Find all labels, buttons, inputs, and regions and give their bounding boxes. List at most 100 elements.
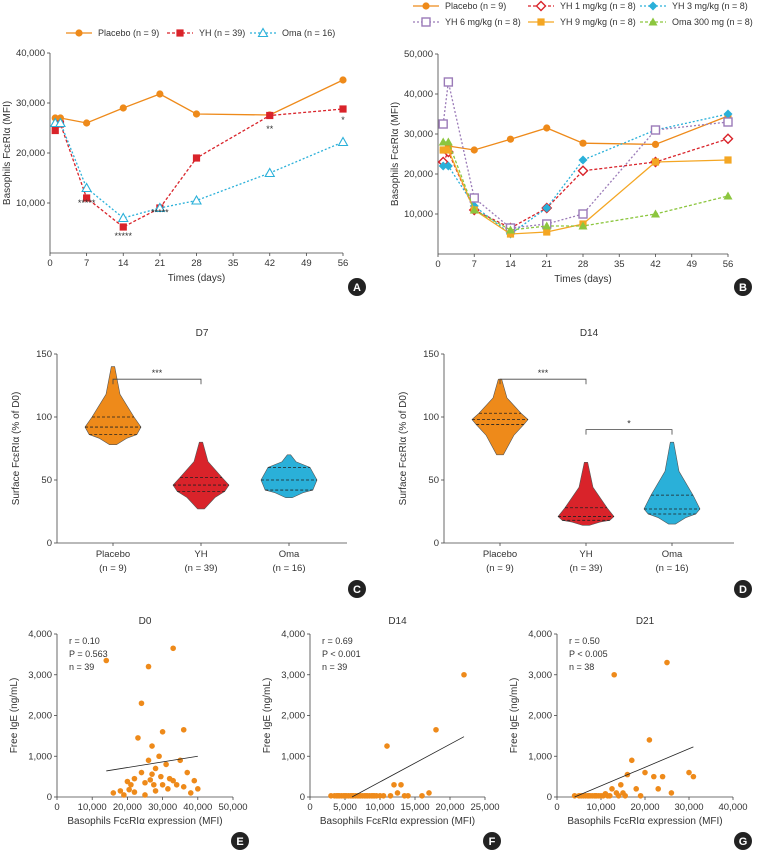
data-point (690, 773, 697, 780)
legend-label: Oma (n = 16) (282, 28, 335, 38)
violin-shape (557, 462, 615, 526)
data-point (668, 790, 675, 796)
y-tick-label: 20,000 (16, 148, 45, 159)
panel-title: D7 (196, 328, 209, 339)
x-axis-title: Basophils FcεRIα expression (MFI) (67, 816, 222, 827)
panel-badge-circle (734, 278, 752, 296)
data-point (170, 645, 176, 652)
data-point (173, 781, 180, 788)
y-axis-title: Surface FcεRIα (% of D0) (11, 392, 22, 506)
legend-marker (648, 17, 658, 26)
data-point (542, 203, 552, 213)
y-tick-label: 100 (423, 412, 439, 423)
x-axis-title: Times (days) (168, 273, 225, 284)
data-point (506, 225, 515, 234)
legend-label: Oma 300 mg (n = 8) (672, 17, 753, 27)
x-tick-label: 20,000 (435, 802, 464, 813)
legend-marker (535, 0, 547, 12)
x-axis-title: Times (days) (554, 274, 611, 285)
y-tick-label: 3,000 (28, 670, 52, 681)
legend-marker (422, 2, 430, 10)
series-line-5 (443, 141, 729, 231)
data-point (419, 792, 425, 799)
data-point (723, 117, 733, 127)
x-tick-label: 28 (578, 259, 589, 270)
data-point (469, 193, 479, 203)
y-axis-title: Surface FcεRIα (% of D0) (398, 392, 409, 506)
x-tick-label: 0 (554, 802, 559, 813)
y-tick-label: 1,000 (281, 751, 305, 762)
data-point (579, 139, 587, 147)
data-point (339, 76, 347, 84)
panel-title: D21 (636, 616, 655, 627)
x-tick-label: 15,000 (400, 802, 429, 813)
y-tick-label: 40,000 (16, 48, 45, 59)
data-point (131, 789, 138, 795)
data-point (659, 773, 666, 780)
violin-shape (643, 441, 701, 525)
y-tick-label: 50 (41, 475, 52, 486)
data-point (138, 700, 145, 707)
data-point (103, 657, 110, 664)
data-point (633, 786, 639, 792)
y-tick-label: 0 (300, 792, 305, 803)
x-tick-label: 49 (301, 258, 312, 269)
data-point (339, 105, 347, 113)
y-tick-label: 1,000 (28, 751, 52, 762)
y-axis-title: Free IgE (ng/mL) (262, 678, 273, 754)
data-point (506, 135, 515, 143)
significance-bracket (499, 378, 587, 385)
data-point (138, 769, 145, 776)
data-point (438, 161, 448, 171)
data-point (651, 209, 660, 218)
x-tick-label: 20,000 (113, 802, 142, 813)
data-point (152, 788, 159, 794)
legend-label: Placebo (n = 9) (445, 1, 506, 11)
stat-n-label: n = 39 (322, 662, 347, 672)
x-tick-label: 5,000 (333, 802, 357, 813)
panel-badge-text: D (739, 584, 747, 596)
data-point (723, 109, 733, 119)
y-tick-label: 100 (36, 412, 52, 423)
stat-r-label: r = 0.10 (69, 636, 100, 646)
category-label: Oma (662, 549, 683, 560)
stat-r-label: r = 0.69 (322, 636, 353, 646)
violin-shape (260, 454, 318, 498)
x-tick-label: 30,000 (148, 802, 177, 813)
category-label: Placebo (483, 549, 517, 560)
data-point (651, 140, 660, 148)
panel-badge-text: E (236, 836, 243, 848)
panel-badge-text: G (739, 836, 748, 848)
y-axis-title: Basophils FcεRIα (MFI) (390, 102, 401, 206)
data-point (180, 784, 187, 790)
panel-badge-text: F (489, 836, 496, 848)
category-label: YH (194, 549, 207, 560)
x-tick-label: 50,000 (218, 802, 247, 813)
x-tick-label: 0 (435, 259, 440, 270)
x-tick-label: 20,000 (630, 802, 659, 813)
series-line-0 (55, 79, 344, 124)
data-point (724, 156, 732, 164)
data-point (646, 737, 653, 743)
data-point (543, 124, 551, 132)
x-tick-label: 28 (191, 258, 202, 269)
data-point (443, 137, 453, 146)
data-point (433, 726, 439, 733)
significance-label: ***** (78, 198, 96, 208)
data-point (394, 790, 401, 796)
significance-bracket (112, 378, 202, 385)
data-point (151, 781, 157, 788)
y-tick-label: 0 (47, 538, 52, 549)
data-point (124, 778, 131, 785)
data-point (333, 792, 340, 799)
data-point (651, 158, 660, 166)
data-point (154, 202, 166, 213)
data-point (119, 104, 127, 112)
x-tick-label: 49 (686, 259, 697, 270)
data-point (664, 659, 670, 666)
panel-d-plot: 0 50 100 150 Placebo (n = 9) YH (n = 39) Oma (n =… (423, 349, 734, 574)
data-point (187, 790, 194, 796)
significance-label: *** (538, 368, 549, 378)
data-point (686, 769, 692, 776)
data-point (55, 117, 66, 128)
